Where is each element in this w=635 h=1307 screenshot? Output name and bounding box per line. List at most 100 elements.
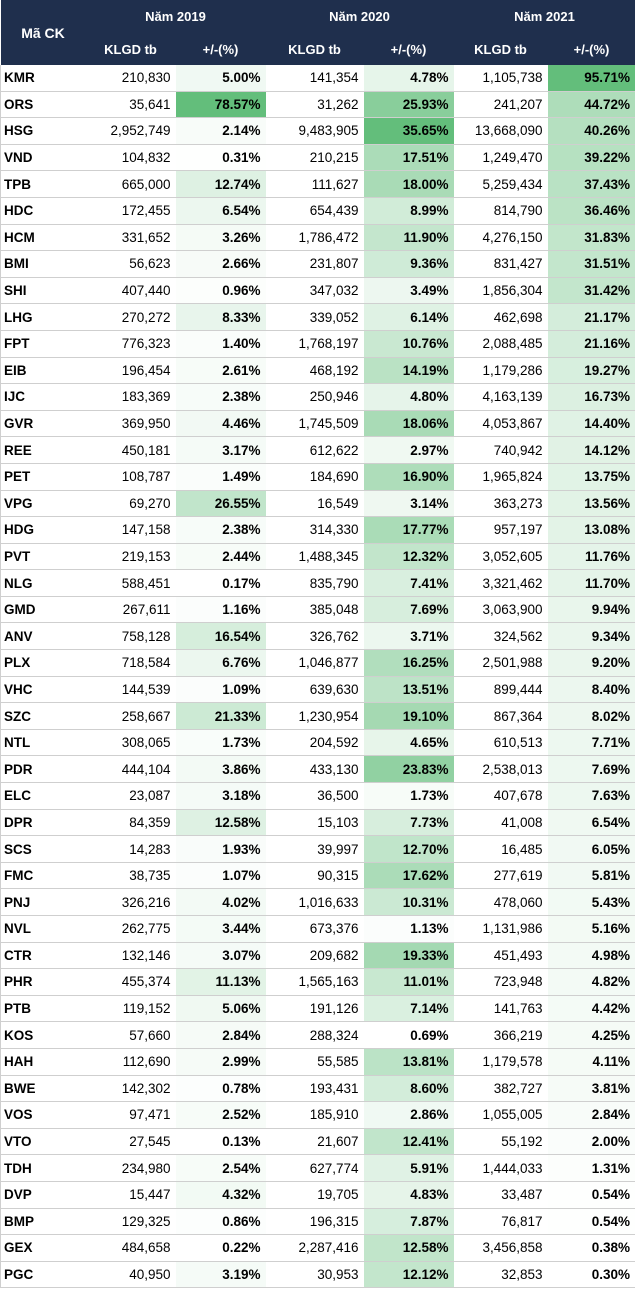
volume-2021-cell: 723,948: [453, 968, 548, 996]
table-row: IJC 183,369 2.38% 250,946 4.80% 4,163,139 16.7…: [0, 383, 635, 411]
symbol-cell: GMD: [0, 596, 86, 624]
table-body: KMR 210,830 5.00% 141,354 4.78% 1,105,738 95.7…: [0, 65, 635, 1289]
table-row: KMR 210,830 5.00% 141,354 4.78% 1,105,738 95.7…: [0, 65, 635, 92]
symbol-cell: FMC: [0, 862, 86, 890]
change-header-2021: +/-(%): [547, 33, 635, 65]
volume-2019-cell: 407,440: [85, 277, 176, 305]
volume-2021-cell: 3,052,605: [453, 543, 548, 571]
symbol-cell: VTO: [0, 1128, 86, 1156]
symbol-cell: HAH: [0, 1048, 86, 1076]
volume-2020-cell: 1,768,197: [265, 330, 364, 358]
change-2021-cell: 4.25%: [547, 1021, 635, 1049]
volume-2020-cell: 2,287,416: [265, 1234, 364, 1262]
volume-2019-cell: 262,775: [85, 915, 176, 943]
change-2021-cell: 14.12%: [547, 436, 635, 464]
symbol-cell: ELC: [0, 782, 86, 810]
symbol-cell: VOS: [0, 1101, 86, 1129]
volume-2021-cell: 366,219: [453, 1021, 548, 1049]
volume-2020-cell: 385,048: [265, 596, 364, 624]
volume-2020-cell: 111,627: [265, 170, 364, 198]
volume-2021-cell: 16,485: [453, 835, 548, 863]
table-row: PLX 718,584 6.76% 1,046,877 16.25% 2,501,988 9…: [0, 649, 635, 677]
table-row: PVT 219,153 2.44% 1,488,345 12.32% 3,052,605 1…: [0, 543, 635, 571]
volume-2019-cell: 776,323: [85, 330, 176, 358]
symbol-cell: GVR: [0, 410, 86, 438]
volume-2019-cell: 369,950: [85, 410, 176, 438]
volume-2020-cell: 639,630: [265, 676, 364, 704]
change-2021-cell: 37.43%: [547, 170, 635, 198]
volume-2020-cell: 193,431: [265, 1075, 364, 1103]
symbol-cell: KOS: [0, 1021, 86, 1049]
volume-2020-cell: 204,592: [265, 729, 364, 757]
change-2020-cell: 35.65%: [363, 117, 454, 145]
volume-2021-cell: 2,088,485: [453, 330, 548, 358]
table-row: VTO 27,545 0.13% 21,607 12.41% 55,192 2.00%: [0, 1128, 635, 1156]
table-row: KOS 57,660 2.84% 288,324 0.69% 366,219 4.25%: [0, 1021, 635, 1049]
change-2019-cell: 1.40%: [175, 330, 266, 358]
volume-2020-cell: 19,705: [265, 1181, 364, 1209]
change-2021-cell: 7.63%: [547, 782, 635, 810]
volume-2019-cell: 97,471: [85, 1101, 176, 1129]
change-2021-cell: 95.71%: [547, 65, 635, 92]
change-2021-cell: 4.42%: [547, 995, 635, 1023]
volume-2021-cell: 4,163,139: [453, 383, 548, 411]
change-2021-cell: 8.02%: [547, 702, 635, 730]
volume-2019-cell: 234,980: [85, 1154, 176, 1182]
volume-2021-cell: 1,444,033: [453, 1154, 548, 1182]
change-2020-cell: 8.99%: [363, 197, 454, 225]
change-2019-cell: 1.16%: [175, 596, 266, 624]
change-2020-cell: 2.97%: [363, 436, 454, 464]
change-2019-cell: 2.52%: [175, 1101, 266, 1129]
change-2021-cell: 6.05%: [547, 835, 635, 863]
volume-2019-cell: 142,302: [85, 1075, 176, 1103]
volume-2019-cell: 450,181: [85, 436, 176, 464]
symbol-cell: DVP: [0, 1181, 86, 1209]
change-2021-cell: 5.81%: [547, 862, 635, 890]
change-2021-cell: 4.82%: [547, 968, 635, 996]
change-2020-cell: 18.06%: [363, 410, 454, 438]
volume-2020-cell: 1,786,472: [265, 224, 364, 252]
symbol-cell: NLG: [0, 569, 86, 597]
change-2019-cell: 1.07%: [175, 862, 266, 890]
change-2021-cell: 31.42%: [547, 277, 635, 305]
table-row: NVL 262,775 3.44% 673,376 1.13% 1,131,986 5.16…: [0, 915, 635, 943]
volume-2021-cell: 462,698: [453, 303, 548, 331]
volume-2019-cell: 210,830: [85, 65, 176, 92]
change-2020-cell: 19.10%: [363, 702, 454, 730]
volume-2019-cell: 56,623: [85, 250, 176, 278]
volume-2020-cell: 433,130: [265, 755, 364, 784]
table-row: VND 104,832 0.31% 210,215 17.51% 1,249,470 39.…: [0, 144, 635, 172]
change-2019-cell: 0.86%: [175, 1208, 266, 1236]
volume-2020-cell: 612,622: [265, 436, 364, 464]
table-row: GEX 484,658 0.22% 2,287,416 12.58% 3,456,858 0…: [0, 1234, 635, 1262]
volume-2020-cell: 1,745,509: [265, 410, 364, 438]
symbol-cell: HCM: [0, 224, 86, 252]
symbol-cell: VND: [0, 144, 86, 172]
change-2020-cell: 4.65%: [363, 729, 454, 757]
change-2020-cell: 5.91%: [363, 1154, 454, 1182]
volume-2021-cell: 76,817: [453, 1208, 548, 1236]
volume-2019-cell: 267,611: [85, 596, 176, 624]
change-2021-cell: 5.16%: [547, 915, 635, 943]
change-2020-cell: 14.19%: [363, 357, 454, 385]
volume-2021-cell: 1,856,304: [453, 277, 548, 305]
volume-2019-cell: 144,539: [85, 676, 176, 704]
change-2020-cell: 3.71%: [363, 622, 454, 651]
volume-2021-cell: 1,055,005: [453, 1101, 548, 1129]
volume-2019-cell: 588,451: [85, 569, 176, 597]
change-2019-cell: 1.49%: [175, 463, 266, 491]
symbol-cell: IJC: [0, 383, 86, 411]
change-2021-cell: 11.70%: [547, 569, 635, 597]
change-2019-cell: 1.09%: [175, 676, 266, 704]
symbol-cell: FPT: [0, 330, 86, 358]
change-2019-cell: 0.13%: [175, 1128, 266, 1156]
change-2019-cell: 3.86%: [175, 755, 266, 784]
change-2019-cell: 5.06%: [175, 995, 266, 1023]
change-2019-cell: 2.38%: [175, 516, 266, 544]
symbol-cell: KMR: [0, 65, 86, 92]
volume-2019-cell: 84,359: [85, 809, 176, 837]
change-2019-cell: 0.31%: [175, 144, 266, 172]
change-2019-cell: 2.66%: [175, 250, 266, 278]
symbol-cell: BMP: [0, 1208, 86, 1236]
change-2020-cell: 9.36%: [363, 250, 454, 278]
